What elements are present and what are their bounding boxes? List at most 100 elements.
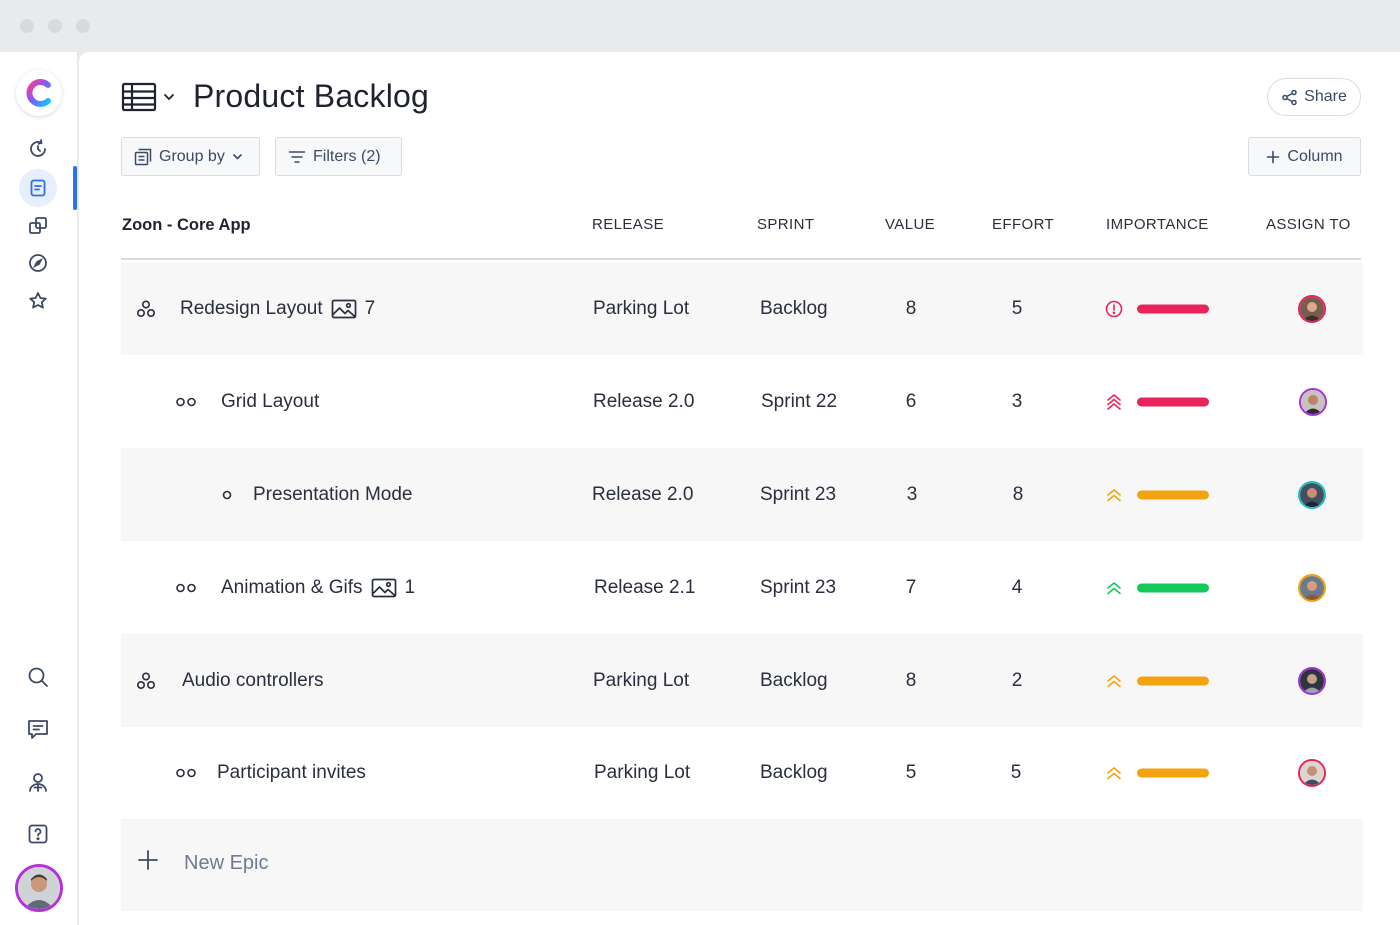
importance-icon-wrap	[1104, 578, 1124, 598]
table-row[interactable]: Animation & Gifs 1 Release 2.1 Sprint 23…	[121, 541, 1363, 634]
table-row[interactable]: Participant invites Parking Lot Backlog …	[121, 726, 1363, 819]
value-cell[interactable]: 5	[905, 761, 917, 783]
effort-cell[interactable]: 5	[1010, 761, 1022, 783]
main-panel: Product Backlog Share Group by Filters (…	[79, 52, 1400, 925]
epic-icon	[136, 299, 156, 317]
filters-button[interactable]: Filters (2)	[275, 137, 402, 176]
chat-icon	[28, 720, 48, 739]
assignee-avatar[interactable]	[1298, 294, 1326, 323]
nav-favorites[interactable]	[19, 282, 57, 320]
effort-cell[interactable]: 8	[1012, 483, 1024, 505]
active-indicator	[73, 166, 77, 210]
importance-icon-wrap	[1104, 671, 1124, 691]
clickup-logo[interactable]	[16, 70, 62, 116]
assignee-avatar[interactable]	[1298, 666, 1326, 695]
double-chevron-up-icon	[1107, 674, 1121, 687]
plus-icon	[138, 850, 158, 870]
column-header-importance[interactable]: IMPORTANCE	[1106, 216, 1209, 233]
chevron-down-icon	[233, 153, 242, 160]
row-name[interactable]: Presentation Mode	[221, 484, 413, 506]
table-row[interactable]: Grid Layout Release 2.0 Sprint 22 6 3	[121, 355, 1363, 448]
sidebar	[0, 52, 78, 925]
table-row[interactable]: Presentation Mode Release 2.0 Sprint 23 …	[121, 448, 1363, 541]
window-maximize-button[interactable]	[76, 19, 90, 33]
nav-layers[interactable]	[19, 207, 57, 245]
assignee-avatar[interactable]	[1298, 758, 1326, 787]
new-epic-row[interactable]: New Epic	[121, 819, 1363, 911]
window-titlebar	[0, 0, 1400, 52]
row-name[interactable]: Participant invites	[175, 762, 366, 784]
column-header-release[interactable]: RELEASE	[592, 216, 664, 233]
window-close-button[interactable]	[20, 19, 34, 33]
effort-cell[interactable]: 5	[1011, 297, 1023, 319]
nav-documents[interactable]	[19, 169, 57, 207]
nav-add-user[interactable]	[19, 763, 57, 801]
image-attachment-icon	[331, 299, 356, 318]
release-cell[interactable]: Parking Lot	[594, 761, 691, 783]
importance-bar[interactable]	[1137, 676, 1209, 685]
sprint-cell[interactable]: Sprint 23	[760, 483, 837, 505]
user-avatar[interactable]	[15, 864, 63, 912]
share-button[interactable]: Share	[1267, 78, 1361, 116]
task-icon	[222, 490, 232, 499]
effort-cell[interactable]: 3	[1011, 390, 1023, 412]
attachment-count: 7	[364, 297, 376, 319]
row-name[interactable]: Redesign Layout 7	[136, 298, 375, 320]
row-title: Animation & Gifs	[221, 576, 363, 598]
release-cell[interactable]: Parking Lot	[593, 297, 690, 319]
plus-icon	[1267, 150, 1280, 163]
table-row[interactable]: Redesign Layout 7 Parking Lot Backlog 8 …	[121, 262, 1363, 355]
layers-icon	[29, 217, 47, 234]
group-by-button[interactable]: Group by	[121, 137, 260, 176]
value-cell[interactable]: 6	[905, 390, 917, 412]
filters-label: Filters (2)	[313, 147, 381, 165]
sprint-cell[interactable]: Backlog	[760, 669, 828, 691]
sprint-cell[interactable]: Sprint 23	[760, 576, 837, 598]
value-cell[interactable]: 7	[905, 576, 917, 598]
nav-search[interactable]	[19, 658, 57, 696]
sprint-cell[interactable]: Backlog	[760, 761, 828, 783]
row-name[interactable]: Grid Layout	[175, 391, 319, 413]
nav-refresh-timer[interactable]	[19, 130, 57, 168]
effort-cell[interactable]: 2	[1011, 669, 1023, 691]
assignee-avatar[interactable]	[1299, 387, 1327, 416]
importance-bar[interactable]	[1137, 768, 1209, 777]
importance-bar[interactable]	[1137, 490, 1209, 499]
assignee-avatar[interactable]	[1298, 573, 1326, 602]
row-name[interactable]: Animation & Gifs 1	[175, 577, 415, 599]
release-cell[interactable]: Release 2.0	[592, 483, 694, 505]
nav-compass[interactable]	[19, 244, 57, 282]
importance-bar[interactable]	[1137, 583, 1209, 592]
nav-help[interactable]	[19, 815, 57, 853]
document-icon	[30, 179, 46, 197]
release-cell[interactable]: Parking Lot	[593, 669, 690, 691]
alert-circle-icon	[1105, 300, 1123, 317]
value-cell[interactable]: 8	[905, 297, 917, 319]
value-cell[interactable]: 8	[905, 669, 917, 691]
assignee-avatar[interactable]	[1298, 480, 1326, 509]
importance-bar[interactable]	[1137, 304, 1209, 313]
sprint-cell[interactable]: Sprint 22	[761, 390, 838, 412]
chevron-down-icon	[164, 94, 174, 101]
column-header-sprint[interactable]: SPRINT	[757, 216, 815, 233]
importance-icon-wrap	[1104, 485, 1124, 505]
compass-icon	[29, 254, 47, 272]
window-minimize-button[interactable]	[48, 19, 62, 33]
release-cell[interactable]: Release 2.0	[593, 390, 695, 412]
column-header-value[interactable]: VALUE	[885, 216, 936, 233]
sprint-cell[interactable]: Backlog	[760, 297, 828, 319]
column-header-effort[interactable]: EFFORT	[992, 216, 1055, 233]
row-name[interactable]: Audio controllers	[136, 670, 324, 692]
value-cell[interactable]: 3	[906, 483, 918, 505]
importance-icon-wrap	[1104, 763, 1124, 783]
add-column-button[interactable]: Column	[1248, 137, 1361, 176]
table-view-icon	[121, 82, 157, 112]
effort-cell[interactable]: 4	[1011, 576, 1023, 598]
importance-bar[interactable]	[1137, 397, 1209, 406]
table-row[interactable]: Audio controllers Parking Lot Backlog 8 …	[121, 634, 1363, 727]
page-title: Product Backlog	[193, 78, 430, 114]
release-cell[interactable]: Release 2.1	[594, 576, 696, 598]
view-switcher[interactable]	[121, 82, 175, 112]
nav-chat[interactable]	[19, 710, 57, 748]
column-header-assign-to[interactable]: ASSIGN TO	[1266, 216, 1351, 233]
